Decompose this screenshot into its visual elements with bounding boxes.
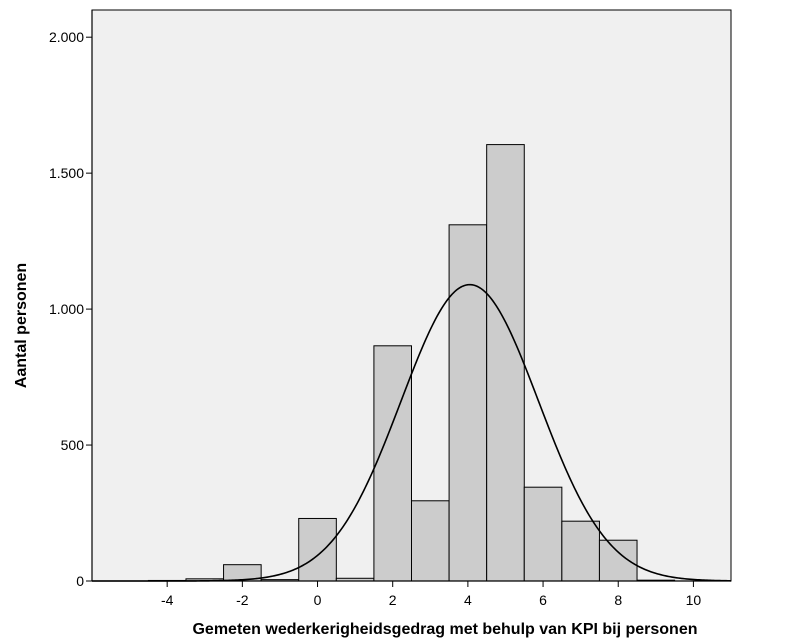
histogram-bar: [373, 345, 413, 582]
x-tick-label: -4: [161, 592, 174, 608]
x-axis-title: Gemeten wederkerigheidsgedrag met behulp…: [192, 621, 697, 638]
histogram-bar: [486, 144, 525, 582]
axes: [91, 10, 731, 582]
x-tick-label: 6: [539, 592, 547, 608]
x-tick-label: -2: [236, 592, 249, 608]
histogram-bar: [448, 224, 488, 582]
y-tick-label: 500: [61, 437, 85, 453]
histogram-bar: [523, 486, 563, 582]
x-tick-label: 2: [389, 592, 397, 608]
y-tick-label: 1.500: [49, 165, 84, 181]
y-tick-label: 2.000: [49, 29, 84, 45]
x-tick-label: 8: [614, 592, 622, 608]
y-tick-label: 1.000: [49, 301, 84, 317]
y-axis-ticks: 0 500 1.000 1.500 2.000: [49, 29, 92, 589]
histogram-bar: [598, 539, 638, 582]
histogram-bar: [411, 500, 450, 582]
y-tick-label: 0: [76, 573, 84, 589]
histogram-bars: [147, 144, 676, 582]
x-tick-label: 10: [686, 592, 702, 608]
x-tick-label: 4: [464, 592, 472, 608]
x-axis-ticks: -4 -2 0 2 4 6 8 10: [161, 581, 701, 608]
histogram-bar: [561, 520, 600, 582]
histogram-bar: [298, 517, 337, 582]
x-tick-label: 0: [314, 592, 322, 608]
y-axis-title: Aantal personen: [13, 263, 30, 388]
